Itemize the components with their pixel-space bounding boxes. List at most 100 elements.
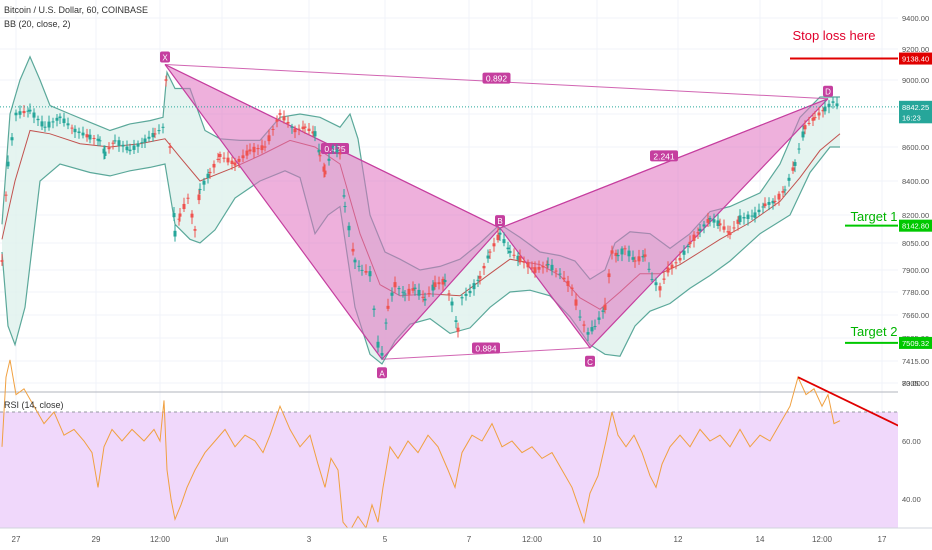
candle-body (781, 191, 785, 193)
time-axis[interactable]: 27 29 12:00 Jun 3 5 7 12:00 10 12 14 12:00 17 (0, 527, 932, 550)
candle-body (803, 125, 807, 130)
candle-body (390, 292, 394, 296)
candle-body (456, 327, 460, 332)
candle-body (278, 113, 282, 115)
candle-body (478, 275, 482, 279)
candle-body (728, 232, 732, 236)
candle-body (403, 293, 407, 295)
pattern-point-d-label: D (825, 88, 831, 97)
candle-body (708, 217, 712, 220)
candle-body (678, 257, 682, 261)
candle-body (508, 250, 512, 254)
ratio-badge (650, 150, 678, 162)
candle-body (182, 203, 186, 210)
candle-body (88, 134, 92, 140)
price-label-stop: 9138.40 (902, 55, 929, 64)
candle-body (666, 267, 670, 273)
bb-indicator-label[interactable]: BB (20, close, 2) (4, 19, 71, 29)
candle-body (307, 128, 311, 132)
candle-body (627, 250, 631, 257)
candle-body (51, 121, 55, 123)
ratio-badge (482, 72, 511, 84)
candle-body (482, 265, 486, 269)
candle-body (62, 118, 66, 124)
candle-body (431, 284, 435, 291)
candle-body (417, 289, 421, 296)
candle-body (136, 143, 140, 147)
candle-body (190, 213, 194, 218)
candle-body (610, 250, 614, 254)
time-tick-label: 12:00 (812, 535, 833, 544)
candle-body (301, 126, 305, 130)
candle-body (787, 177, 791, 181)
candle-body (411, 288, 415, 291)
candle-body (562, 277, 566, 280)
time-tick-label: 7 (467, 535, 472, 544)
price-axis-bg (898, 0, 932, 528)
time-tick-label: 10 (593, 535, 602, 544)
candle-body (441, 278, 445, 285)
candle-body (303, 126, 307, 128)
candle-body (18, 111, 22, 115)
candle-body (14, 112, 18, 116)
candle-body (317, 149, 321, 153)
candle-body (222, 157, 226, 159)
candle-body (73, 128, 77, 133)
time-tick-label: 29 (92, 535, 101, 544)
candle-body (311, 131, 315, 134)
candle-body (157, 130, 161, 132)
pattern-point-b-badge (495, 215, 505, 227)
candle-body (102, 148, 106, 154)
candle-body (197, 194, 201, 201)
pattern-point-c-label: C (587, 358, 593, 367)
price-label-target2: 7509.32 (902, 339, 929, 348)
time-tick-label: 17 (878, 535, 887, 544)
time-tick-label: 5 (383, 535, 388, 544)
candle-body (753, 212, 757, 218)
candle-body (582, 324, 586, 326)
rsi-indicator-label[interactable]: RSI (14, close) (4, 400, 64, 410)
candle-body (327, 158, 331, 161)
candle-body (437, 282, 441, 285)
candle-body (271, 128, 275, 130)
target-1-annotation: Target 1 (851, 209, 898, 224)
candle-body (488, 251, 492, 253)
candle-body (603, 304, 607, 311)
candle-body (597, 317, 601, 320)
candle-body (245, 150, 249, 156)
price-label-last: 8842.25 (902, 103, 929, 112)
candle-body (343, 206, 347, 208)
candle-body (413, 287, 417, 290)
time-tick-label: 27 (12, 535, 21, 544)
ratio-badge (472, 342, 500, 354)
ratio-label: 0.892 (486, 74, 508, 84)
candle-body (522, 261, 526, 263)
candle-body (682, 250, 686, 255)
candle-body (450, 301, 454, 306)
time-tick-label: 3 (307, 535, 312, 544)
price-label-badge (899, 100, 932, 113)
price-axis[interactable]: 9400.009200.009000.008800.008600.008400.… (898, 0, 932, 528)
candle-body (153, 133, 157, 135)
candle-body (757, 209, 761, 213)
candle-body (783, 189, 787, 191)
candle-body (698, 228, 702, 232)
candle-body (771, 200, 775, 204)
price-tick-label: 8050.00 (902, 239, 929, 248)
candle-body (178, 213, 182, 217)
candle-body (607, 273, 611, 278)
candle-body (397, 288, 401, 290)
candle-body (256, 148, 260, 150)
candle-body (92, 137, 96, 139)
candle-body (338, 153, 342, 155)
candle-body (248, 149, 252, 152)
candle-body (460, 297, 464, 299)
time-tick-label: Jun (216, 535, 229, 544)
candle-body (791, 167, 795, 171)
candle-body (654, 282, 658, 286)
candle-body (318, 155, 322, 157)
candle-body (423, 298, 427, 301)
candle-body (427, 293, 431, 295)
candle-body (128, 149, 132, 152)
candle-body (447, 293, 451, 295)
